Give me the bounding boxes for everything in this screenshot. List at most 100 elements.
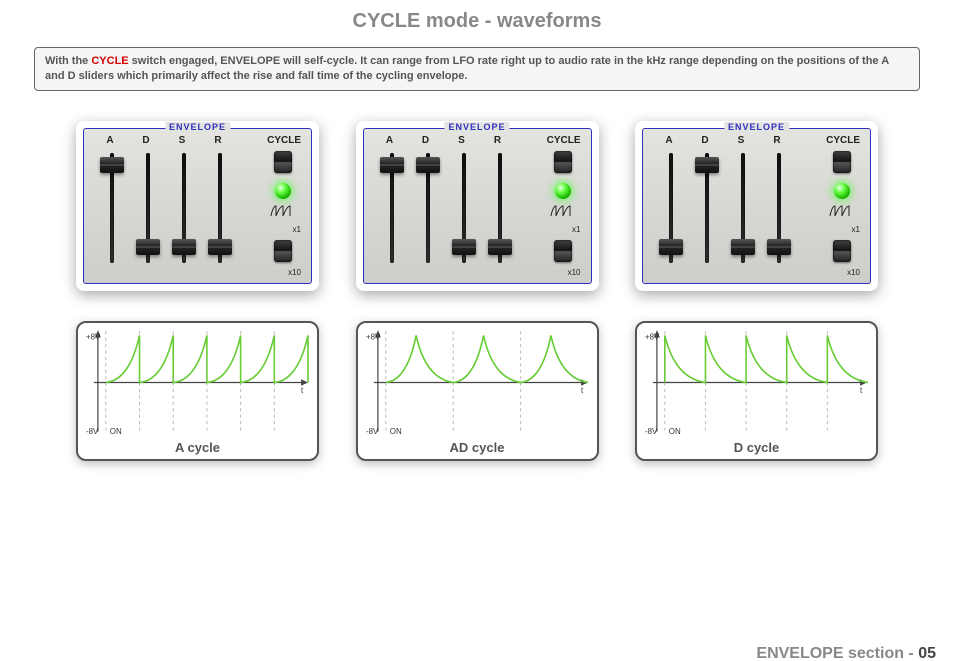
chart-caption: D cycle [645, 440, 868, 455]
svg-text:t: t [860, 386, 863, 395]
info-text-pre: With the [45, 55, 91, 67]
slider-a[interactable] [374, 151, 410, 271]
cycle-led-icon [275, 183, 291, 199]
slider-cap[interactable] [208, 239, 232, 255]
svg-text:t: t [301, 386, 304, 395]
cycle-toggle[interactable] [554, 151, 572, 173]
chart-area: +8V -8V ON t [366, 329, 589, 436]
multiplier-group: x1 x10 [822, 225, 862, 277]
footer: ENVELOPE section - 05 [756, 645, 936, 661]
slider-a[interactable] [94, 151, 130, 271]
info-cycle-word: CYCLE [91, 55, 128, 67]
x1-label: x1 [572, 225, 582, 234]
cycle-label: CYCLE [236, 135, 303, 146]
envelope-panel: ENVELOPE ADSRCYCLE x1 x10 [356, 121, 599, 291]
slider-d[interactable] [410, 151, 446, 271]
chart-svg: +8V -8V ON t [86, 329, 309, 436]
multiplier-group: x1 x10 [543, 225, 583, 277]
x1-label: x1 [293, 225, 303, 234]
slider-label-s: S [164, 135, 200, 146]
slider-r[interactable] [482, 151, 518, 271]
svg-text:+8V: +8V [86, 332, 101, 341]
slider-label-r: R [480, 135, 516, 146]
cycle-label: CYCLE [795, 135, 862, 146]
svg-text:ON: ON [110, 426, 122, 435]
x10-label: x10 [288, 268, 303, 277]
waveform-chart-row: +8V -8V ON t A cycle +8V -8V ON t AD cyc… [76, 321, 878, 461]
x10-label: x10 [847, 268, 862, 277]
slider-d[interactable] [130, 151, 166, 271]
slider-cap[interactable] [416, 157, 440, 173]
sliders-group [653, 151, 797, 271]
chart-svg: +8V -8V ON t [645, 329, 868, 436]
envelope-panel: ENVELOPEADSRCYCLEx1x10 [76, 121, 319, 291]
slider-label-a: A [372, 135, 408, 146]
slider-cap[interactable] [659, 239, 683, 255]
slider-cap[interactable] [731, 239, 755, 255]
slider-s[interactable] [166, 151, 202, 271]
slider-label-r: R [200, 135, 236, 146]
svg-text:-8V: -8V [86, 426, 99, 435]
svg-text:-8V: -8V [645, 426, 658, 435]
slider-label-d: D [128, 135, 164, 146]
panel-title: ENVELOPE [724, 122, 789, 132]
sliders-group [374, 151, 518, 271]
info-box: With the CYCLE switch engaged, ENVELOPE … [34, 47, 920, 91]
slider-label-a: A [92, 135, 128, 146]
svg-text:ON: ON [389, 426, 401, 435]
envelope-panel-row: ENVELOPEADSRCYCLEx1x10ENVELOPEADSRCYCLEx… [76, 121, 878, 291]
slider-r[interactable] [202, 151, 238, 271]
envelope-panel: ENVELOPE ADSRCYCLE x1 x10 [635, 121, 878, 291]
multiplier-group: x1 x10 [263, 225, 303, 277]
slider-a[interactable] [653, 151, 689, 271]
waveform-chart: +8V -8V ON t D cycle [635, 321, 878, 461]
multiplier-toggle[interactable] [833, 240, 851, 262]
cycle-led-icon [555, 183, 571, 199]
waveform-icon [829, 205, 855, 217]
slider-label-d: D [408, 135, 444, 146]
slider-r[interactable] [761, 151, 797, 271]
panel-title: ENVELOPE [444, 122, 509, 132]
info-text-post: switch engaged, ENVELOPE will self-cycle… [45, 55, 889, 82]
slider-label-d: D [687, 135, 723, 146]
waveform-chart: +8V -8V ON t AD cycle [356, 321, 599, 461]
cycle-led-icon [834, 183, 850, 199]
slider-label-r: R [759, 135, 795, 146]
slider-cap[interactable] [695, 157, 719, 173]
slider-cap[interactable] [452, 239, 476, 255]
page-title: CYCLE mode - waveforms [0, 10, 954, 33]
slider-cap[interactable] [172, 239, 196, 255]
cycle-label: CYCLE [516, 135, 583, 146]
svg-text:ON: ON [669, 426, 681, 435]
chart-area: +8V -8V ON t [86, 329, 309, 436]
slider-labels: ADSRCYCLE [651, 135, 862, 146]
cycle-toggle[interactable] [833, 151, 851, 173]
chart-caption: AD cycle [366, 440, 589, 455]
chart-caption: A cycle [86, 440, 309, 455]
slider-s[interactable] [725, 151, 761, 271]
x10-label: x10 [568, 268, 583, 277]
slider-cap[interactable] [136, 239, 160, 255]
multiplier-toggle[interactable] [274, 240, 292, 262]
sliders-group [94, 151, 238, 271]
slider-label-s: S [444, 135, 480, 146]
waveform-icon [550, 205, 576, 217]
slider-cap[interactable] [488, 239, 512, 255]
waveform-chart: +8V -8V ON t A cycle [76, 321, 319, 461]
slider-labels: ADSRCYCLE [372, 135, 583, 146]
page-number: 05 [918, 645, 936, 661]
multiplier-toggle[interactable] [554, 240, 572, 262]
slider-d[interactable] [689, 151, 725, 271]
panel-right-column: x1 x10 [543, 151, 583, 277]
panel-right-column: x1 x10 [822, 151, 862, 277]
svg-text:-8V: -8V [366, 426, 379, 435]
cycle-toggle[interactable] [274, 151, 292, 173]
x1-label: x1 [852, 225, 862, 234]
slider-cap[interactable] [767, 239, 791, 255]
slider-s[interactable] [446, 151, 482, 271]
waveform-icon [270, 205, 296, 217]
footer-text: ENVELOPE section - [756, 645, 918, 661]
slider-cap[interactable] [380, 157, 404, 173]
slider-label-s: S [723, 135, 759, 146]
slider-cap[interactable] [100, 157, 124, 173]
